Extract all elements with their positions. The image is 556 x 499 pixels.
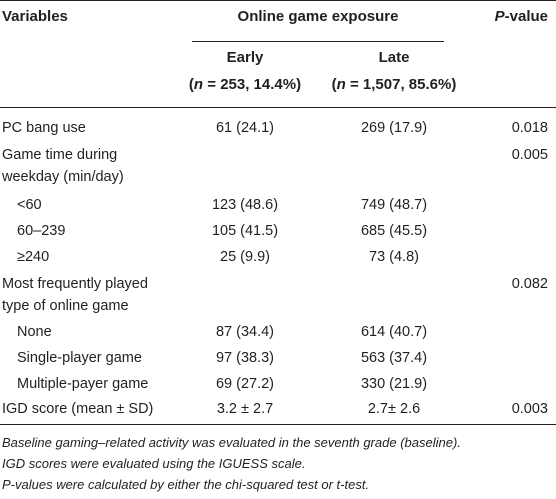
table-bottom-rule: [0, 424, 556, 425]
row-label: PC bang use: [2, 120, 86, 136]
header-variables: Variables: [2, 8, 68, 25]
footnote: Baseline gaming–related activity was eva…: [2, 435, 461, 450]
row-late-value: 73 (4.8): [369, 249, 419, 265]
row-late-value: 614 (40.7): [360, 324, 428, 340]
row-early-value: 3.2 ± 2.7: [216, 401, 274, 417]
row-early-value: 61 (24.1): [215, 120, 275, 136]
row-early-value: 87 (34.4): [215, 324, 275, 340]
row-pvalue: 0.082: [511, 276, 548, 292]
row-label: Most frequently played: [2, 276, 148, 292]
header-late-n: (n = 1,507, 85.6%): [331, 76, 457, 93]
row-early-value: 105 (41.5): [211, 223, 279, 239]
row-late-value: 749 (48.7): [360, 197, 428, 213]
header-late: Late: [378, 49, 410, 66]
row-label: IGD score (mean ± SD): [2, 401, 154, 417]
row-label: weekday (min/day): [2, 169, 124, 185]
header-pvalue-rest: -value: [504, 8, 548, 25]
row-late-value: 685 (45.5): [360, 223, 428, 239]
row-label: 60–239: [17, 223, 66, 239]
row-early-value: 97 (38.3): [215, 350, 275, 366]
row-early-value: 69 (27.2): [215, 376, 275, 392]
row-early-value: 123 (48.6): [211, 197, 279, 213]
footnote: IGD scores were evaluated using the IGUE…: [2, 456, 306, 471]
row-pvalue: 0.005: [511, 147, 548, 163]
header-group-underline: [192, 41, 444, 42]
row-label: <60: [17, 197, 42, 213]
row-late-value: 330 (21.9): [360, 376, 428, 392]
header-pvalue: P-value: [466, 6, 548, 27]
header-bottom-rule: [0, 107, 556, 108]
row-label: type of online game: [2, 298, 129, 314]
header-pvalue-p: P: [494, 8, 505, 25]
row-pvalue: 0.018: [511, 120, 548, 136]
header-online-game-exposure: Online game exposure: [237, 8, 399, 25]
row-early-value: 25 (9.9): [220, 249, 270, 265]
row-label: Game time during: [2, 147, 118, 163]
row-late-value: 269 (17.9): [360, 120, 428, 136]
row-label: Multiple-payer game: [17, 376, 149, 392]
header-early: Early: [226, 49, 264, 66]
row-label: Single-player game: [17, 350, 142, 366]
row-pvalue: 0.003: [511, 401, 548, 417]
row-label: ≥240: [17, 249, 50, 265]
row-late-value: 563 (37.4): [360, 350, 428, 366]
footnote: P-values were calculated by either the c…: [2, 477, 370, 492]
row-late-value: 2.7± 2.6: [367, 401, 421, 417]
row-label: None: [17, 324, 52, 340]
table-top-rule: [0, 0, 556, 1]
header-early-n: (n = 253, 14.4%): [188, 76, 302, 93]
